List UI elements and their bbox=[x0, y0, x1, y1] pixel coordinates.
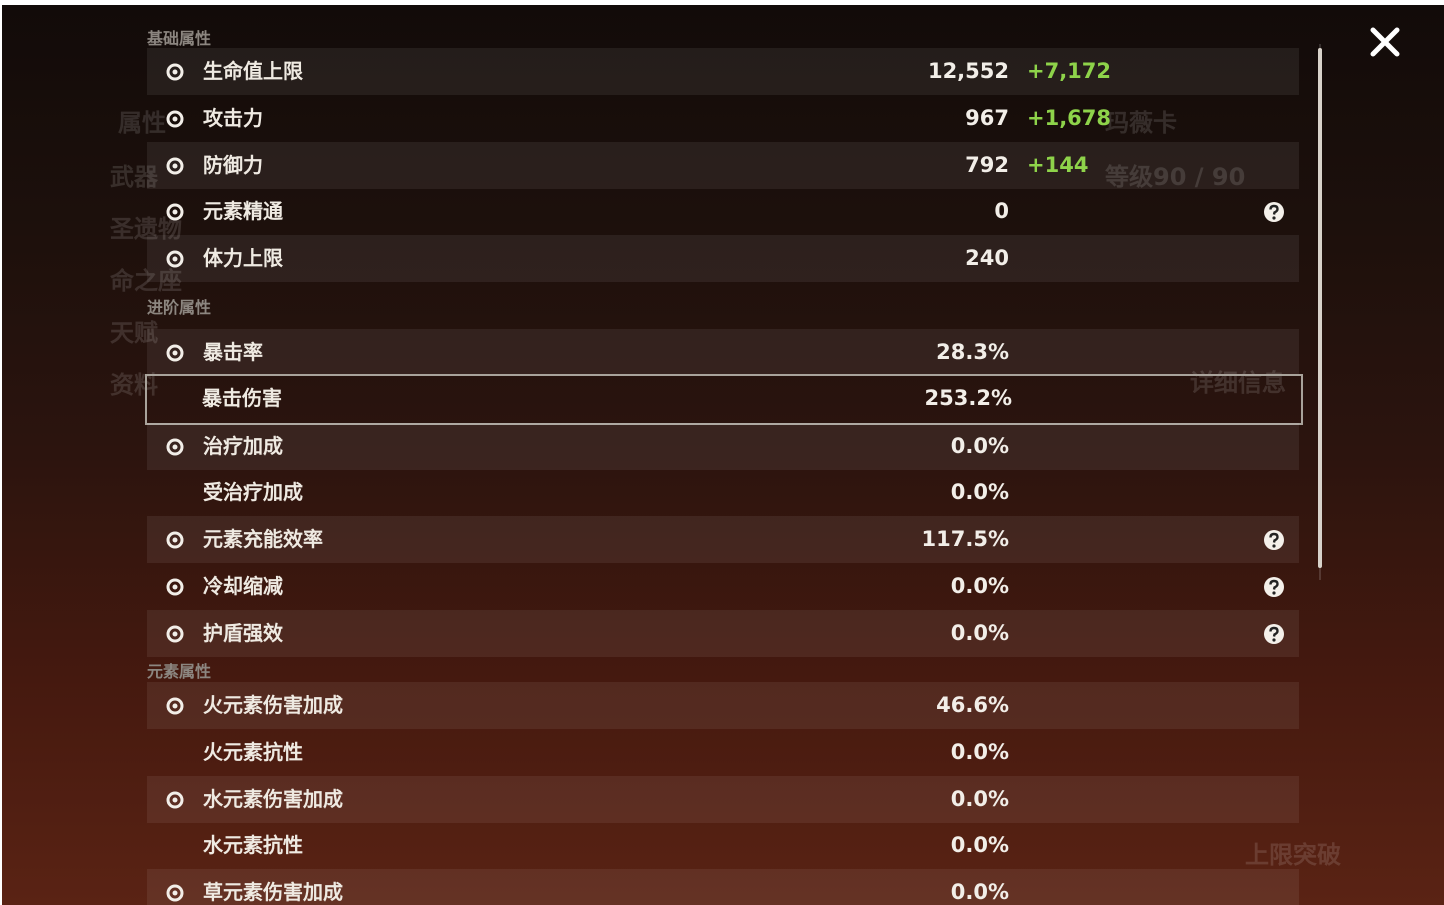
stat-icon bbox=[166, 250, 184, 268]
stat-label: 防御力 bbox=[203, 152, 263, 177]
stat-row[interactable]: 元素精通 0 bbox=[147, 188, 1299, 235]
stat-value: 117.5% bbox=[921, 527, 1009, 552]
stat-value: 28.3% bbox=[936, 340, 1009, 364]
background-text: 上限突破 bbox=[1245, 841, 1341, 869]
stat-icon bbox=[166, 531, 184, 549]
stat-label: 护盾强效 bbox=[203, 620, 283, 645]
stat-icon bbox=[166, 203, 184, 221]
help-icon bbox=[1264, 530, 1284, 551]
stat-label: 受治疗加成 bbox=[203, 480, 303, 505]
background-text: 详细信息 bbox=[1190, 369, 1286, 397]
stat-bonus: +1,678 bbox=[1027, 105, 1112, 130]
stat-icon bbox=[166, 438, 184, 456]
stat-icon bbox=[166, 63, 184, 81]
help-icon bbox=[1264, 202, 1284, 223]
stat-row[interactable]: 暴击率 28.3% bbox=[147, 329, 1299, 376]
stat-value: 0.0% bbox=[950, 880, 1009, 905]
stat-value: 253.2% bbox=[924, 385, 1012, 410]
stat-label: 生命值上限 bbox=[203, 59, 303, 83]
background-text: 命之座 bbox=[110, 267, 182, 295]
background-text: 玛薇卡 bbox=[1105, 109, 1177, 137]
stat-icon bbox=[166, 157, 184, 175]
close-button[interactable] bbox=[1368, 25, 1402, 59]
stat-bonus: +7,172 bbox=[1027, 59, 1112, 83]
background-text: 资料 bbox=[110, 371, 158, 399]
stat-row[interactable]: 护盾强效 0.0% bbox=[147, 609, 1299, 657]
stat-label: 元素充能效率 bbox=[203, 527, 323, 552]
stat-row[interactable]: 暴击伤害 253.2% bbox=[145, 373, 1303, 425]
stat-row[interactable]: 治疗加成 0.0% bbox=[147, 422, 1299, 470]
stat-label: 治疗加成 bbox=[203, 433, 283, 458]
stat-value: 0.0% bbox=[950, 620, 1009, 645]
stat-icon bbox=[166, 578, 184, 596]
background-text: 武器 bbox=[110, 163, 158, 191]
stat-row[interactable]: 水元素抗性 0.0% bbox=[147, 822, 1299, 869]
stat-label: 水元素伤害加成 bbox=[203, 786, 343, 811]
stat-value: 0.0% bbox=[950, 433, 1009, 458]
stat-label: 元素精通 bbox=[203, 199, 283, 224]
stat-row[interactable]: 受治疗加成 0.0% bbox=[147, 469, 1299, 516]
stat-label: 火元素抗性 bbox=[203, 739, 303, 764]
stat-value: 0.0% bbox=[950, 480, 1009, 505]
stat-label: 火元素伤害加成 bbox=[203, 693, 343, 717]
stat-row[interactable]: 生命值上限 12,552 +7,172 bbox=[147, 48, 1299, 95]
stat-row[interactable]: 草元素伤害加成 0.0% bbox=[147, 869, 1299, 905]
stats-screen: 属性 武器 圣遗物 命之座 天赋 资料 玛薇卡 等级90 / 90 详细信息 上限突破 基础属性 生命… bbox=[2, 5, 1444, 905]
stat-label: 攻击力 bbox=[203, 105, 263, 130]
section-title: 基础属性 bbox=[147, 29, 212, 48]
background-text: 圣遗物 bbox=[110, 215, 182, 243]
stat-value: 46.6% bbox=[936, 693, 1009, 717]
scrollbar bbox=[1318, 44, 1322, 580]
stat-value: 967 bbox=[965, 105, 1009, 130]
help-icon bbox=[1264, 577, 1284, 597]
stat-icon bbox=[166, 625, 184, 643]
stat-row[interactable]: 水元素伤害加成 0.0% bbox=[147, 775, 1299, 823]
stat-bonus: +144 bbox=[1027, 152, 1089, 177]
stat-row[interactable]: 体力上限 240 bbox=[147, 235, 1299, 283]
stat-label: 冷却缩减 bbox=[203, 574, 283, 598]
stat-icon bbox=[166, 884, 184, 902]
stat-value: 0.0% bbox=[950, 833, 1009, 858]
stat-row[interactable]: 冷却缩减 0.0% bbox=[147, 563, 1299, 610]
stat-label: 水元素抗性 bbox=[203, 833, 303, 858]
stat-label: 暴击率 bbox=[203, 340, 263, 364]
stat-value: 792 bbox=[965, 152, 1009, 177]
stat-value: 0 bbox=[994, 199, 1009, 224]
stat-label: 体力上限 bbox=[203, 246, 283, 271]
section-title: 进阶属性 bbox=[147, 298, 212, 317]
background-text: 天赋 bbox=[110, 319, 158, 347]
stat-value: 0.0% bbox=[950, 786, 1009, 811]
stat-icon bbox=[166, 344, 184, 362]
stat-value: 0.0% bbox=[950, 574, 1009, 598]
help-icon bbox=[1264, 623, 1284, 644]
stat-icon bbox=[166, 791, 184, 809]
section-title: 元素属性 bbox=[147, 662, 212, 681]
stat-icon bbox=[166, 110, 184, 128]
stat-row[interactable]: 攻击力 967 +1,678 bbox=[147, 95, 1299, 142]
stat-label: 暴击伤害 bbox=[202, 385, 282, 410]
stat-label: 草元素伤害加成 bbox=[203, 880, 343, 905]
stat-icon bbox=[166, 697, 184, 715]
stat-value: 12,552 bbox=[927, 59, 1009, 83]
stat-row[interactable]: 元素充能效率 117.5% bbox=[147, 516, 1299, 564]
stat-value: 0.0% bbox=[950, 739, 1009, 764]
stat-row[interactable]: 火元素抗性 0.0% bbox=[147, 729, 1299, 776]
background-text: 等级90 / 90 bbox=[1105, 163, 1246, 191]
background-text: 属性 bbox=[118, 109, 166, 137]
stat-row[interactable]: 火元素伤害加成 46.6% bbox=[147, 682, 1299, 729]
stat-value: 240 bbox=[965, 246, 1009, 271]
stat-row[interactable]: 防御力 792 +144 bbox=[147, 141, 1299, 189]
